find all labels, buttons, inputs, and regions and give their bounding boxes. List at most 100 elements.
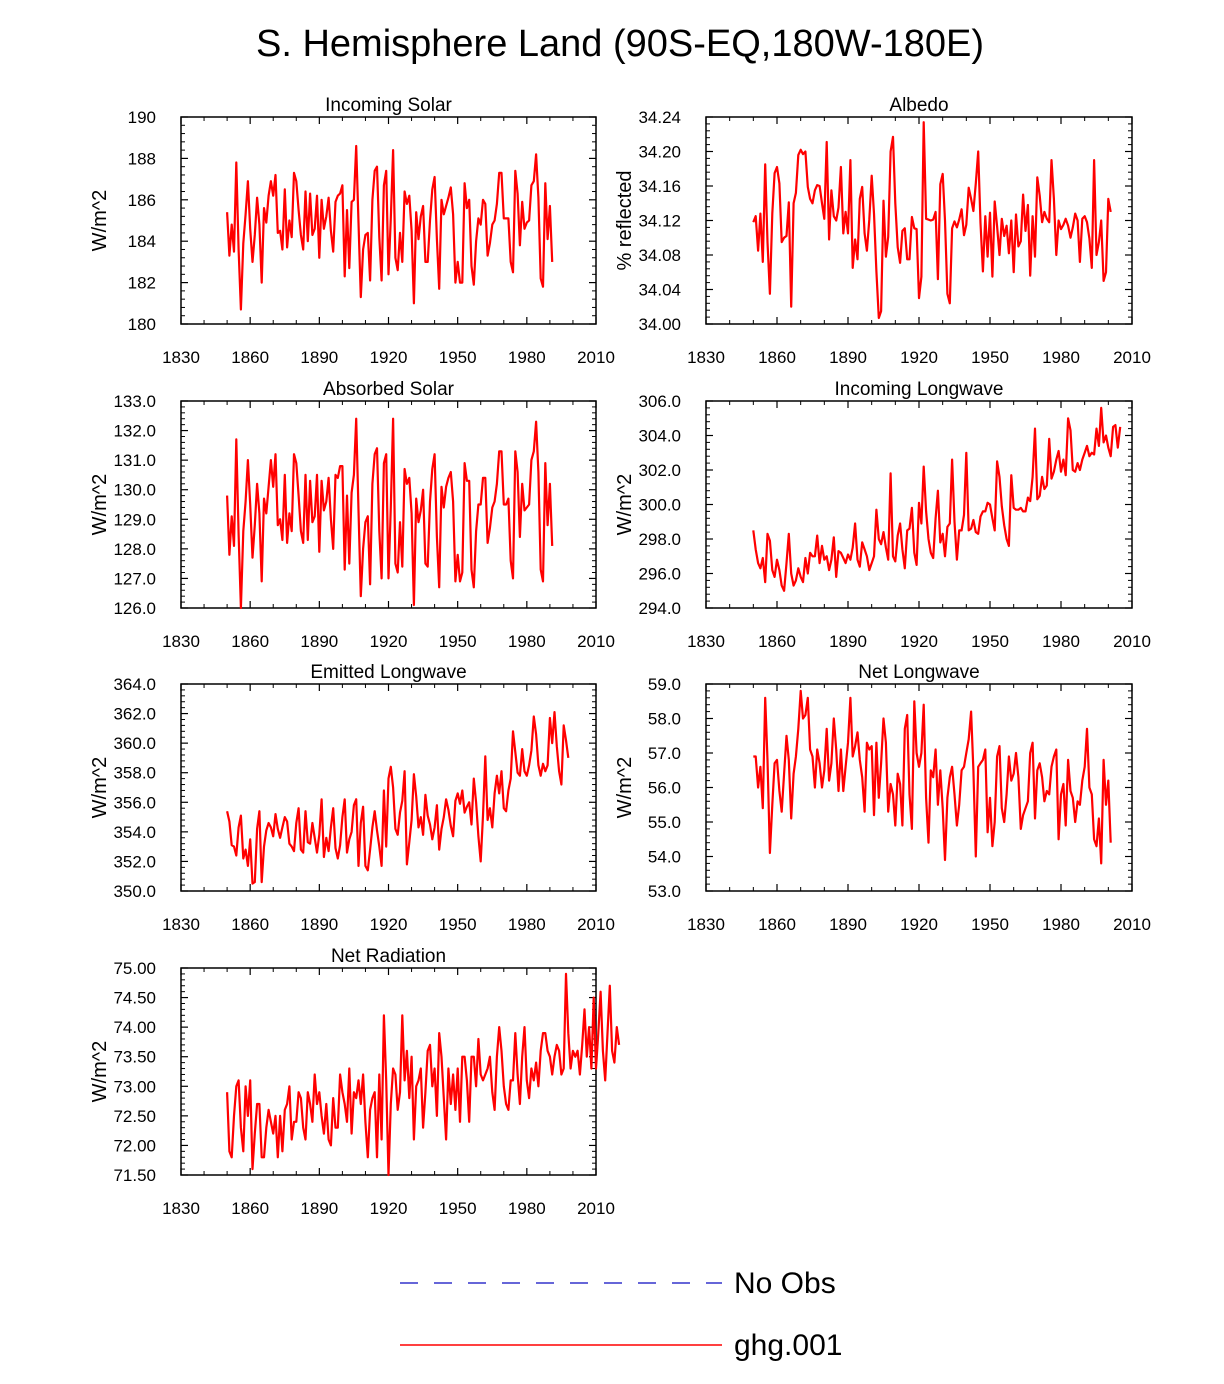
y-tick-label: 184: [128, 232, 156, 251]
y-tick-label: 190: [128, 108, 156, 127]
x-tick-label: 1950: [439, 915, 477, 934]
x-tick-label: 1890: [829, 915, 867, 934]
panel-emitted-longwave: Emitted Longwave 1830 1860 1890 1920 1950 1980…: [89, 662, 615, 934]
x-tick-label: 2010: [577, 632, 615, 651]
x-tick-label: 1830: [687, 632, 725, 651]
y-tick-label: 72.50: [113, 1107, 156, 1126]
x-tick-label: 1980: [508, 1199, 546, 1218]
y-tick-label: 128.0: [113, 540, 156, 559]
y-tick-label: 72.00: [113, 1136, 156, 1155]
plot-frame: [180, 116, 597, 325]
x-tick-label: 1830: [687, 348, 725, 367]
y-tick-label: 34.12: [638, 212, 681, 231]
panel-absorbed-solar: Absorbed Solar 1830 1860 1890 1920 1950 1980 20…: [89, 379, 615, 651]
y-tick-label: 364.0: [113, 675, 156, 694]
y-tick-label: 180: [128, 315, 156, 334]
x-tick-label: 1860: [231, 348, 269, 367]
y-tick-label: 59.0: [648, 675, 681, 694]
x-tick-label: 1830: [162, 915, 200, 934]
y-tick-label: 34.00: [638, 315, 681, 334]
y-tick-label: 53.0: [648, 882, 681, 901]
x-tick-label: 1950: [971, 915, 1009, 934]
y-tick-label: 73.50: [113, 1048, 156, 1067]
series-line-ghg-001: [752, 406, 1122, 592]
y-tick-label: 294.0: [638, 599, 681, 618]
y-tick-label: 34.16: [638, 177, 681, 196]
x-tick-label: 2010: [1113, 348, 1151, 367]
x-tick-label: 1920: [370, 1199, 408, 1218]
panel-title: Absorbed Solar: [323, 379, 455, 400]
y-tick-label: 352.0: [113, 852, 156, 871]
y-tick-label: 358.0: [113, 764, 156, 783]
y-tick-label: 73.00: [113, 1077, 156, 1096]
panel-title: Incoming Longwave: [835, 379, 1004, 400]
panel-incoming-solar: Incoming Solar 1830 1860 1890 1920 1950 1980 20…: [89, 95, 615, 367]
figure-title: S. Hemisphere Land (90S-EQ,180W-180E): [256, 23, 984, 65]
legend: No Obs ghg.001: [400, 1267, 842, 1362]
y-tick-label: 74.50: [113, 989, 156, 1008]
x-tick-label: 1860: [231, 632, 269, 651]
legend-no-obs-label: No Obs: [734, 1267, 836, 1300]
y-tick-label: 34.08: [638, 246, 681, 265]
y-tick-label: 34.24: [638, 108, 681, 127]
y-tick-label: 131.0: [113, 451, 156, 470]
x-tick-label: 2010: [577, 1199, 615, 1218]
panel-title: Incoming Solar: [325, 95, 452, 116]
x-tick-label: 1920: [370, 915, 408, 934]
y-tick-label: 71.50: [113, 1166, 156, 1185]
y-axis-label: W/m^2: [89, 757, 111, 819]
y-tick-label: 133.0: [113, 392, 156, 411]
x-tick-label: 1920: [370, 348, 408, 367]
y-axis-label: W/m^2: [614, 757, 636, 819]
x-tick-label: 1890: [829, 632, 867, 651]
series-line-ghg-001: [226, 972, 621, 1177]
x-tick-label: 1860: [231, 1199, 269, 1218]
y-axis-label: W/m^2: [89, 1041, 111, 1103]
y-tick-label: 182: [128, 274, 156, 293]
panel-title: Net Radiation: [331, 946, 446, 967]
x-tick-label: 1950: [439, 348, 477, 367]
y-tick-label: 126.0: [113, 599, 156, 618]
series-line-ghg-001: [226, 144, 554, 311]
x-tick-label: 1950: [971, 632, 1009, 651]
series-line-ghg-001: [226, 710, 570, 885]
x-tick-label: 1980: [1042, 348, 1080, 367]
y-tick-label: 296.0: [638, 565, 681, 584]
y-tick-label: 56.0: [648, 779, 681, 798]
x-tick-label: 1980: [508, 632, 546, 651]
x-tick-label: 1890: [300, 915, 338, 934]
x-tick-label: 1830: [687, 915, 725, 934]
y-tick-label: 298.0: [638, 530, 681, 549]
y-tick-label: 127.0: [113, 569, 156, 588]
x-tick-label: 2010: [1113, 915, 1151, 934]
y-axis-label: % reflected: [614, 170, 636, 270]
panel-albedo: Albedo 1830 1860 1890 1920 1950 1980 2010 34.00 3…: [614, 95, 1151, 367]
x-tick-label: 1920: [900, 632, 938, 651]
y-tick-label: 306.0: [638, 392, 681, 411]
y-tick-label: 304.0: [638, 427, 681, 446]
y-tick-label: 129.0: [113, 510, 156, 529]
y-tick-label: 300.0: [638, 496, 681, 515]
y-axis-label: W/m^2: [89, 190, 111, 252]
x-tick-label: 1920: [900, 348, 938, 367]
y-tick-label: 354.0: [113, 823, 156, 842]
x-tick-label: 1890: [300, 632, 338, 651]
x-tick-label: 1950: [971, 348, 1009, 367]
x-tick-label: 1890: [300, 1199, 338, 1218]
panel-net-radiation: Net Radiation 1830 1860 1890 1920 1950 1980 201…: [89, 946, 621, 1218]
x-tick-label: 1920: [900, 915, 938, 934]
series-line-ghg-001: [752, 121, 1112, 320]
x-tick-label: 1980: [1042, 632, 1080, 651]
y-tick-label: 75.00: [113, 959, 156, 978]
x-tick-label: 1950: [439, 1199, 477, 1218]
x-tick-label: 1890: [300, 348, 338, 367]
panel-title: Albedo: [889, 95, 948, 116]
y-tick-label: 356.0: [113, 793, 156, 812]
y-tick-label: 34.04: [638, 281, 681, 300]
y-tick-label: 34.20: [638, 143, 681, 162]
y-tick-label: 302.0: [638, 461, 681, 480]
y-tick-label: 130.0: [113, 481, 156, 500]
y-axis-label: W/m^2: [614, 474, 636, 536]
panel-net-longwave: Net Longwave 1830 1860 1890 1920 1950 1980 2010…: [614, 662, 1151, 934]
